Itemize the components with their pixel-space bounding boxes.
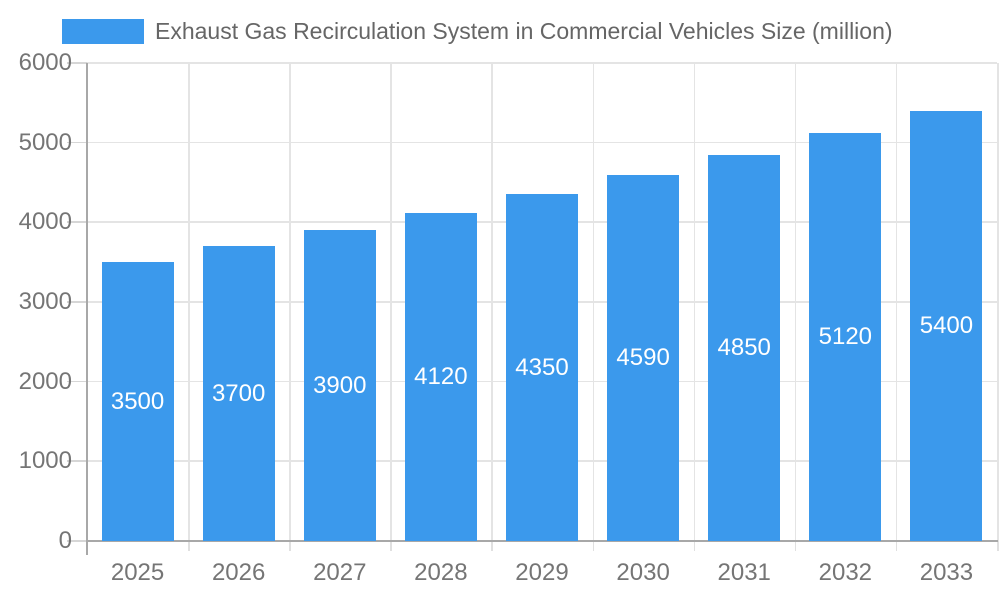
gridline-vertical [693,63,696,541]
y-axis-label: 2000 [18,367,72,395]
x-axis-tick [491,541,493,551]
y-axis-label: 3000 [18,288,72,315]
gridline-vertical [390,63,392,541]
bar-value-label: 4120 [414,362,468,390]
gridline-vertical [794,63,797,541]
y-axis-label: 6000 [18,49,72,76]
gridline-vertical [895,63,898,541]
gridline-vertical [188,63,190,541]
bar-value-label: 4350 [515,353,569,381]
x-axis-label: 2028 [414,559,468,586]
bar [101,262,174,541]
bar-value-label: 3900 [313,371,367,399]
y-axis-label: 1000 [18,447,72,475]
gridline-vertical [592,63,595,541]
x-axis-label: 2031 [717,559,771,586]
x-axis-label: 2025 [110,559,165,586]
x-axis-tick [794,541,797,551]
x-axis-label: 2030 [616,559,670,586]
y-axis-label: 4000 [18,208,72,236]
x-axis-tick [592,541,595,551]
x-axis-tick [895,541,898,551]
bar [303,230,376,541]
bar [404,212,477,541]
x-axis-tick [693,541,696,551]
x-axis-tick [188,541,190,551]
x-axis-label: 2029 [515,559,569,586]
bar-value-label: 3700 [211,379,266,407]
bar-value-label: 3500 [110,387,165,415]
gridline-vertical [289,63,291,541]
bar-value-label: 5120 [818,323,873,351]
bar-value-label: 5400 [919,311,974,339]
y-axis-label: 5000 [18,128,72,156]
x-axis-label: 2026 [211,559,266,586]
bar [708,154,781,541]
x-axis-tick [997,541,999,551]
x-axis-tick [289,541,291,551]
y-axis-line [86,63,88,555]
bar [910,110,983,541]
y-axis-label: 0 [58,527,72,554]
bar [607,175,680,541]
bar [506,194,578,541]
gridline-horizontal [87,62,997,64]
x-axis-label: 2032 [818,559,873,586]
bar [202,246,275,541]
legend[interactable]: Exhaust Gas Recirculation System in Comm… [62,19,893,44]
bar-value-label: 4590 [616,344,670,372]
bar-value-label: 4850 [717,333,771,361]
bar [809,133,882,541]
gridline-vertical [997,63,999,541]
legend-label: Exhaust Gas Recirculation System in Comm… [155,18,893,44]
x-axis-label: 2033 [919,559,974,586]
x-axis-label: 2027 [313,559,367,586]
x-axis-tick [390,541,392,551]
gridline-vertical [491,63,493,541]
legend-swatch [62,19,144,44]
